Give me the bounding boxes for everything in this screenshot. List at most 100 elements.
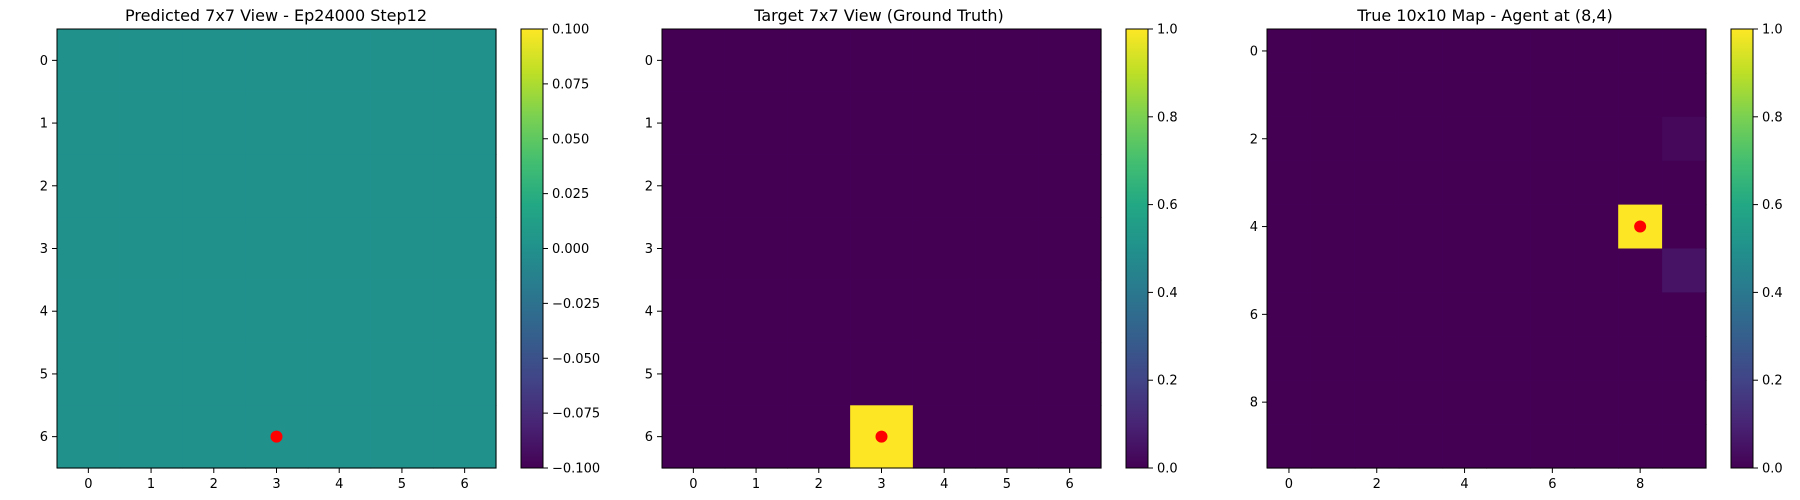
heatmap-cell	[1486, 204, 1531, 250]
colorbar-tick-label: −0.025	[552, 297, 600, 312]
colorbar-tick-label: −0.100	[552, 462, 600, 477]
heatmap-cell	[1486, 292, 1531, 337]
x-tick-label: 5	[398, 477, 406, 492]
heatmap-cell	[1267, 29, 1312, 74]
heatmap-cell	[1662, 292, 1707, 337]
heatmap-cell	[975, 29, 1039, 93]
y-tick-label: 5	[645, 367, 653, 382]
heatmap-cell	[1310, 160, 1356, 206]
colorbar-tick-label: −0.050	[552, 352, 600, 367]
heatmap-cell	[433, 154, 497, 218]
x-tick-label: 6	[1066, 477, 1074, 492]
heatmap-cell	[57, 405, 121, 469]
agent-marker	[270, 430, 283, 443]
colorbar-gradient	[1126, 29, 1148, 468]
agent-marker-layer	[875, 430, 888, 443]
heatmap-cell	[662, 29, 726, 93]
heatmap-cell	[1530, 424, 1575, 469]
colorbar-tick-label: 0.025	[552, 187, 589, 202]
agent-marker	[1634, 220, 1647, 233]
heatmap-cell	[1618, 248, 1663, 293]
x-tick-label: 6	[461, 477, 469, 492]
heatmap-cell	[1398, 116, 1444, 162]
x-tick-label: 8	[1636, 477, 1644, 492]
heatmap-cell	[1398, 72, 1444, 118]
heatmap-cell	[1530, 204, 1575, 250]
heatmap-cell	[119, 279, 184, 344]
heatmap-cell	[787, 29, 851, 93]
heatmap-cell	[1398, 29, 1444, 74]
heatmap-cell	[370, 217, 434, 281]
heatmap-cell	[1354, 336, 1400, 381]
heatmap-cell	[1618, 336, 1663, 381]
heatmap-cell	[1038, 342, 1102, 406]
heatmap-cell	[1530, 380, 1575, 425]
heatmap-cell	[1267, 424, 1312, 469]
heatmap-cell	[245, 29, 309, 93]
heatmap-cell	[119, 154, 184, 218]
heatmap-cell	[850, 91, 914, 156]
heatmap-cell	[1310, 204, 1356, 250]
heatmap-cell	[1354, 380, 1400, 425]
heatmap-cell	[370, 29, 434, 93]
heatmap-cell	[787, 342, 851, 406]
heatmap-cell	[724, 279, 789, 344]
heatmap-cell	[1530, 292, 1575, 337]
colorbar-tick-label: 0.075	[552, 77, 589, 92]
heatmap-cell	[1574, 292, 1619, 337]
heatmap-cell	[1442, 160, 1488, 206]
heatmap-cell	[912, 217, 977, 281]
heatmap-cell	[1267, 204, 1312, 250]
plot-frame	[1266, 28, 1707, 469]
heatmap-cell	[1398, 248, 1444, 293]
y-tick-label: 2	[40, 179, 48, 194]
heatmap-cell	[1038, 405, 1102, 469]
heatmap-cell	[1354, 424, 1400, 469]
heatmap-cell	[245, 154, 309, 218]
heatmap-cell	[1486, 424, 1531, 469]
heatmap-cell	[1038, 154, 1102, 218]
heatmap-cell	[975, 279, 1039, 344]
colorbar-tick-label: −0.075	[552, 407, 600, 422]
heatmap-cell	[1486, 29, 1531, 74]
heatmap-cell	[724, 217, 789, 281]
heatmap-cell	[975, 217, 1039, 281]
heatmap-cell	[912, 154, 977, 218]
y-tick-label: 2	[1250, 132, 1258, 147]
heatmap-cell	[850, 217, 914, 281]
y-tick-label: 5	[40, 367, 48, 382]
heatmap-cell	[245, 279, 309, 344]
heatmap-cell	[57, 29, 121, 93]
heatmap-cell	[1486, 336, 1531, 381]
x-tick-label: 2	[815, 477, 823, 492]
heatmap-cell	[1398, 292, 1444, 337]
heatmap-cell	[1530, 29, 1575, 74]
heatmap-cell	[433, 217, 497, 281]
x-axis-ticks: 0 1 2 3 4 5 6	[84, 468, 469, 492]
heatmap-cell	[1618, 380, 1663, 425]
heatmap-cell	[1267, 248, 1312, 293]
heatmap-cell	[1354, 29, 1400, 74]
heatmap-cell	[1662, 424, 1707, 469]
heatmap-cell	[370, 154, 434, 218]
heatmap-cell	[1574, 72, 1619, 118]
x-tick-label: 5	[1003, 477, 1011, 492]
heatmap-cell	[912, 29, 977, 93]
heatmap-cell	[912, 279, 977, 344]
heatmap-cell	[1310, 72, 1356, 118]
chart-title: True 10x10 Map - Agent at (8,4)	[1356, 6, 1613, 25]
colorbar-tick-label: 0.2	[1157, 374, 1178, 389]
heatmap-cell	[1574, 248, 1619, 293]
colorbar-tick-label: 1.0	[1157, 23, 1178, 38]
heatmap-cell	[1267, 160, 1312, 206]
x-tick-label: 0	[84, 477, 92, 492]
heatmap-cell	[182, 405, 246, 469]
heatmap-cell	[975, 91, 1039, 156]
heatmap-cell	[1398, 336, 1444, 381]
x-tick-label: 4	[1460, 477, 1468, 492]
heatmap-cell	[1530, 248, 1575, 293]
heatmap-cell	[1486, 116, 1531, 162]
heatmap-cell	[787, 405, 851, 469]
heatmap-cell	[1310, 248, 1356, 293]
